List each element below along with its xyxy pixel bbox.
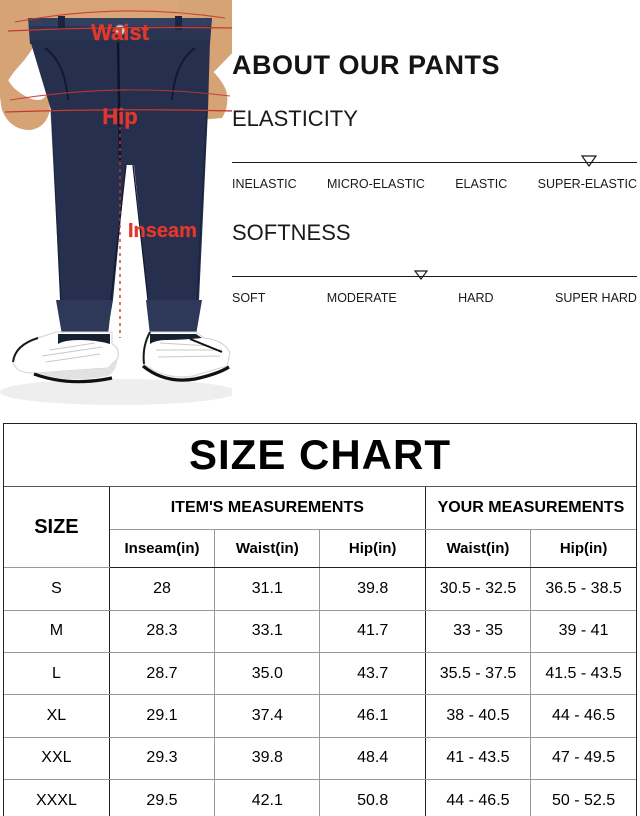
svg-text:Hip: Hip xyxy=(102,104,137,129)
svg-text:Inseam: Inseam xyxy=(128,220,197,242)
svg-text:Waist: Waist xyxy=(91,20,150,45)
